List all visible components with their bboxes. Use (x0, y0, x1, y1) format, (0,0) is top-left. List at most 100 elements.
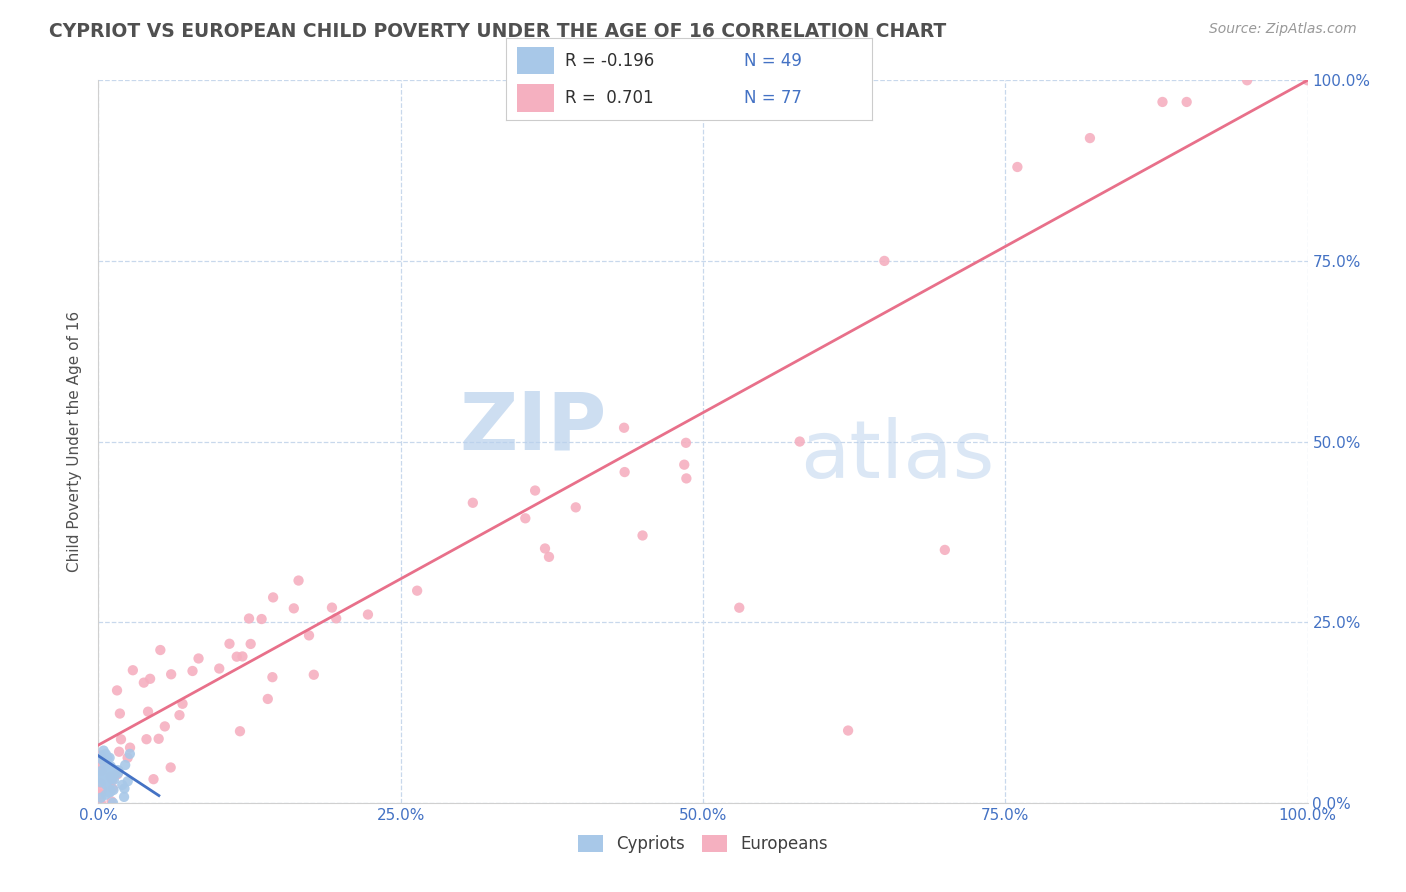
Point (91, 752, 114, 766)
Point (94, 747, 117, 761)
Point (90, 796, 112, 810)
Point (108, 745, 131, 759)
Point (117, 774, 139, 789)
Text: Source: ZipAtlas.com: Source: ZipAtlas.com (1209, 22, 1357, 37)
Point (406, 583, 429, 598)
Point (118, 740, 141, 755)
Point (524, 483, 547, 498)
Point (537, 549, 560, 564)
Point (93, 772, 115, 787)
Point (97, 772, 120, 786)
Point (256, 692, 278, 706)
Point (117, 751, 139, 765)
Point (98, 786, 121, 800)
Point (262, 591, 284, 605)
Point (239, 637, 262, 651)
Point (90, 752, 112, 766)
Point (118, 747, 141, 761)
Point (100, 766, 122, 780)
Point (565, 500, 588, 515)
Point (132, 675, 155, 690)
Point (90, 764, 112, 778)
Point (613, 421, 636, 435)
Point (110, 732, 132, 747)
Point (160, 667, 183, 681)
Point (94, 770, 117, 784)
Point (98, 751, 121, 765)
Text: N = 77: N = 77 (744, 89, 801, 107)
Point (105, 764, 128, 778)
Point (107, 764, 129, 779)
Point (302, 667, 325, 681)
Point (103, 763, 125, 777)
Point (103, 766, 125, 780)
Point (98, 770, 121, 784)
Point (121, 663, 143, 677)
Bar (517, 46, 554, 74)
Point (238, 611, 260, 625)
Point (534, 541, 557, 556)
Point (90, 756, 112, 771)
Point (101, 796, 124, 810)
Point (262, 670, 284, 684)
Legend: Cypriots, Europeans: Cypriots, Europeans (571, 828, 835, 860)
Point (101, 770, 124, 784)
Point (231, 649, 253, 664)
Point (169, 708, 191, 723)
Point (208, 661, 231, 675)
Point (97, 766, 120, 780)
Text: N = 49: N = 49 (744, 52, 801, 70)
Point (97, 782, 120, 797)
Point (94, 748, 117, 763)
Point (112, 789, 135, 804)
Point (103, 783, 125, 797)
Point (789, 434, 811, 449)
Bar (517, 85, 554, 112)
Point (181, 664, 204, 678)
Point (250, 612, 273, 626)
Point (287, 574, 309, 588)
Point (100, 759, 122, 773)
Point (94, 788, 117, 802)
Point (149, 643, 172, 657)
Point (100, 794, 122, 808)
Point (107, 766, 129, 780)
Point (229, 724, 252, 739)
Point (153, 719, 176, 733)
Text: ZIP: ZIP (458, 388, 606, 467)
Point (90, 787, 112, 801)
Point (90, 776, 112, 790)
Point (96, 778, 118, 792)
Point (325, 611, 347, 625)
Text: R = -0.196: R = -0.196 (565, 52, 654, 70)
Point (218, 637, 240, 651)
Point (93, 771, 115, 785)
Point (97, 751, 120, 765)
Point (515, 511, 537, 525)
Point (873, 253, 896, 268)
Point (1007, 160, 1029, 174)
Point (613, 465, 636, 479)
Y-axis label: Child Poverty Under the Age of 16: Child Poverty Under the Age of 16 (67, 311, 83, 572)
Point (111, 778, 134, 792)
Point (461, 496, 484, 510)
Point (90, 771, 112, 785)
Point (135, 732, 157, 747)
Point (100, 784, 122, 798)
Point (101, 772, 124, 786)
Point (105, 767, 128, 781)
Point (101, 773, 124, 788)
Point (89, 764, 111, 779)
Point (96, 774, 118, 789)
Point (93, 772, 115, 787)
Point (93, 743, 115, 757)
Point (90, 790, 112, 805)
Point (108, 706, 131, 721)
Point (1236, 73, 1258, 87)
Point (93, 757, 115, 772)
Text: atlas: atlas (800, 417, 994, 495)
Point (837, 723, 859, 738)
Point (91, 782, 114, 797)
Point (934, 542, 956, 557)
Point (675, 435, 697, 450)
